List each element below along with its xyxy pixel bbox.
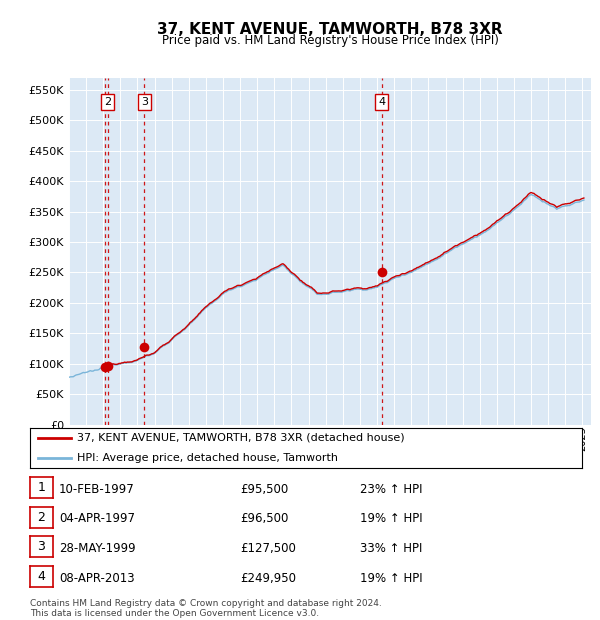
Text: £249,950: £249,950: [240, 572, 296, 585]
Text: 33% ↑ HPI: 33% ↑ HPI: [360, 542, 422, 555]
Text: 3: 3: [37, 541, 46, 553]
Text: 2: 2: [104, 97, 111, 107]
Text: 23% ↑ HPI: 23% ↑ HPI: [360, 483, 422, 495]
Text: Contains HM Land Registry data © Crown copyright and database right 2024.
This d: Contains HM Land Registry data © Crown c…: [30, 599, 382, 618]
Text: 2: 2: [37, 511, 46, 523]
Text: 28-MAY-1999: 28-MAY-1999: [59, 542, 136, 555]
Text: 3: 3: [141, 97, 148, 107]
Text: HPI: Average price, detached house, Tamworth: HPI: Average price, detached house, Tamw…: [77, 453, 338, 463]
Text: 1: 1: [37, 481, 46, 494]
Text: 4: 4: [378, 97, 385, 107]
Text: 37, KENT AVENUE, TAMWORTH, B78 3XR (detached house): 37, KENT AVENUE, TAMWORTH, B78 3XR (deta…: [77, 433, 404, 443]
Text: 37, KENT AVENUE, TAMWORTH, B78 3XR: 37, KENT AVENUE, TAMWORTH, B78 3XR: [157, 22, 503, 37]
Text: 10-FEB-1997: 10-FEB-1997: [59, 483, 134, 495]
Text: Price paid vs. HM Land Registry's House Price Index (HPI): Price paid vs. HM Land Registry's House …: [161, 34, 499, 47]
Text: £127,500: £127,500: [240, 542, 296, 555]
Text: 04-APR-1997: 04-APR-1997: [59, 513, 135, 525]
Text: £95,500: £95,500: [240, 483, 288, 495]
Text: 08-APR-2013: 08-APR-2013: [59, 572, 134, 585]
Text: 19% ↑ HPI: 19% ↑ HPI: [360, 572, 422, 585]
Text: 19% ↑ HPI: 19% ↑ HPI: [360, 513, 422, 525]
Text: 4: 4: [37, 570, 46, 583]
Text: £96,500: £96,500: [240, 513, 289, 525]
